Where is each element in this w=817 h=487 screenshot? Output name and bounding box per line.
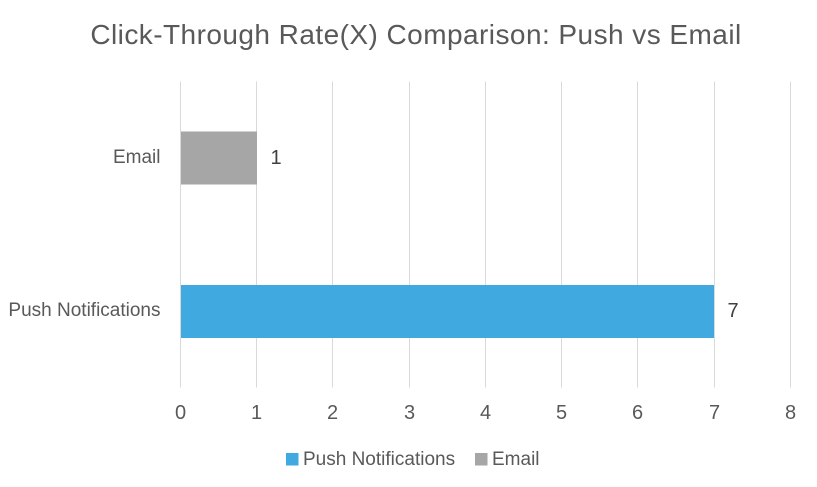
svg-text:2: 2 xyxy=(327,402,338,424)
svg-text:Click-Through Rate(X) Comparis: Click-Through Rate(X) Comparison: Push v… xyxy=(90,19,741,50)
svg-text:Email: Email xyxy=(113,147,161,168)
svg-text:Push Notifications: Push Notifications xyxy=(8,300,160,321)
svg-text:5: 5 xyxy=(556,402,567,424)
svg-text:7: 7 xyxy=(709,402,720,424)
svg-text:3: 3 xyxy=(404,402,415,424)
svg-text:4: 4 xyxy=(480,402,491,424)
svg-text:7: 7 xyxy=(727,300,738,322)
svg-text:Email: Email xyxy=(492,449,540,470)
svg-text:1: 1 xyxy=(251,402,262,424)
svg-text:0: 0 xyxy=(175,402,186,424)
svg-text:8: 8 xyxy=(785,402,796,424)
svg-text:1: 1 xyxy=(270,147,281,169)
svg-text:Push Notifications: Push Notifications xyxy=(303,449,455,470)
svg-text:6: 6 xyxy=(632,402,643,424)
